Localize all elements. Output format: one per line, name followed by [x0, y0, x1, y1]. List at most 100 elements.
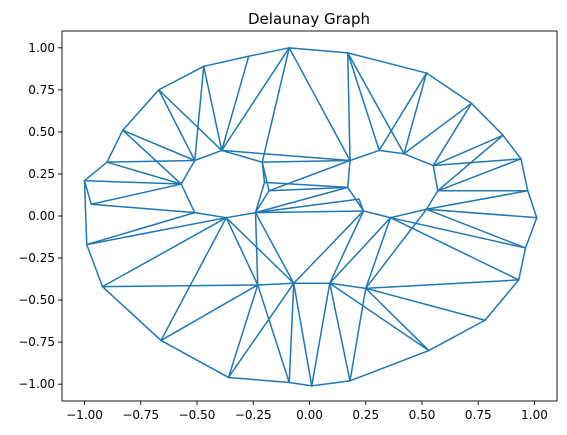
graph-edge: [254, 211, 295, 285]
graph-edge: [122, 89, 160, 131]
graph-edge: [160, 339, 230, 379]
graph-edge: [365, 287, 486, 322]
y-tick-label: 0.50: [28, 125, 55, 139]
graph-edge: [518, 247, 527, 281]
graph-edge: [288, 381, 313, 387]
graph-edge: [221, 149, 263, 163]
graph-edge: [254, 181, 266, 214]
graph-edge: [349, 349, 430, 382]
y-axis: 1.00 0.75 0.50 0.25 0.00 −0.25 −0.50 −0.75 −1.00: [18, 41, 62, 391]
graph-edge: [288, 47, 351, 162]
graph-edge: [403, 72, 428, 155]
graph-edge: [194, 65, 205, 162]
graph-edge: [268, 186, 349, 192]
graph-edge: [86, 211, 196, 246]
graph-edge: [329, 210, 365, 285]
y-tick-label: −0.25: [18, 251, 55, 265]
graph-edge: [329, 216, 392, 285]
graph-edge: [254, 210, 365, 214]
graph-edge: [90, 183, 182, 205]
graph-edge: [329, 282, 430, 352]
graph-edges: [83, 47, 538, 387]
graph-edge: [101, 216, 227, 288]
graph-edge: [432, 134, 504, 167]
graph-edge: [257, 282, 295, 286]
graph-edge: [227, 284, 259, 379]
graph-edge: [389, 216, 527, 249]
x-axis: −1.00 −0.75 −0.50 −0.25 0.00 0.25 0.50 0.75 1.00: [66, 401, 548, 422]
graph-edge: [311, 282, 331, 387]
graph-edge: [425, 208, 527, 249]
graph-edge: [106, 161, 182, 185]
graph-edge: [437, 158, 522, 192]
graph-edge: [180, 159, 196, 185]
graph-edge: [122, 129, 196, 162]
graph-edge: [428, 319, 486, 352]
graph-edge: [254, 211, 259, 286]
graph-edge: [225, 216, 295, 285]
graph-edge: [293, 282, 313, 387]
graph-edge: [358, 198, 365, 212]
graph-edge: [160, 216, 227, 342]
graph-edge: [261, 159, 351, 163]
graph-edge: [288, 282, 295, 384]
graph-edge: [90, 203, 196, 214]
graph-edge: [349, 149, 380, 162]
graph-edge: [365, 208, 428, 290]
chart-title: Delaunay Graph: [248, 10, 370, 28]
graph-edge: [194, 211, 227, 219]
graph-edge: [268, 159, 351, 192]
graph-edge: [293, 210, 365, 285]
graph-edge: [520, 158, 529, 192]
graph-edge: [203, 65, 223, 152]
graph-edge: [203, 55, 250, 68]
graph-edge: [248, 47, 290, 57]
graph-edge: [311, 380, 351, 387]
graph-edge: [257, 284, 290, 384]
graph-edge: [254, 186, 349, 214]
graph-edge: [432, 164, 439, 192]
graph-edge: [425, 208, 538, 219]
graph-edge: [158, 89, 223, 152]
graph-edge: [254, 198, 360, 214]
graph-edge: [425, 190, 439, 211]
x-tick-label: 0.75: [465, 408, 492, 422]
graph-edge: [106, 159, 196, 163]
graph-edge: [365, 287, 430, 352]
graph-edge: [524, 216, 538, 249]
graph-edge: [83, 161, 108, 182]
graph-edge: [221, 149, 351, 162]
graph-edge: [227, 376, 290, 384]
graph-edge: [362, 210, 392, 219]
graph-edge: [527, 190, 538, 219]
y-tick-label: 1.00: [28, 41, 55, 55]
graph-edge: [502, 134, 522, 160]
graph-edge: [261, 161, 266, 184]
x-tick-label: 0.00: [296, 408, 323, 422]
graph-edge: [365, 279, 520, 290]
graph-edge: [389, 216, 520, 281]
graph-edge: [347, 52, 428, 74]
graph-edge: [470, 102, 504, 137]
graph-edge: [378, 149, 405, 155]
graph-edge: [221, 55, 250, 152]
graph-edge: [432, 158, 522, 167]
graph-edge: [349, 287, 367, 382]
graph-edge: [288, 47, 349, 54]
x-tick-label: 0.50: [409, 408, 436, 422]
graph-edge: [403, 153, 434, 167]
graph-edge: [261, 47, 290, 163]
graph-edge: [254, 190, 270, 214]
x-tick-label: −0.25: [235, 408, 272, 422]
y-tick-label: 0.75: [28, 83, 55, 97]
y-tick-label: 0.00: [28, 209, 55, 223]
y-tick-label: 0.25: [28, 167, 55, 181]
graph-edge: [221, 47, 290, 152]
y-tick-label: −0.75: [18, 335, 55, 349]
graph-edge: [403, 102, 473, 155]
graph-edge: [122, 129, 182, 185]
graph-edge: [101, 285, 162, 342]
x-tick-label: 1.00: [521, 408, 548, 422]
graph-edge: [225, 211, 257, 219]
